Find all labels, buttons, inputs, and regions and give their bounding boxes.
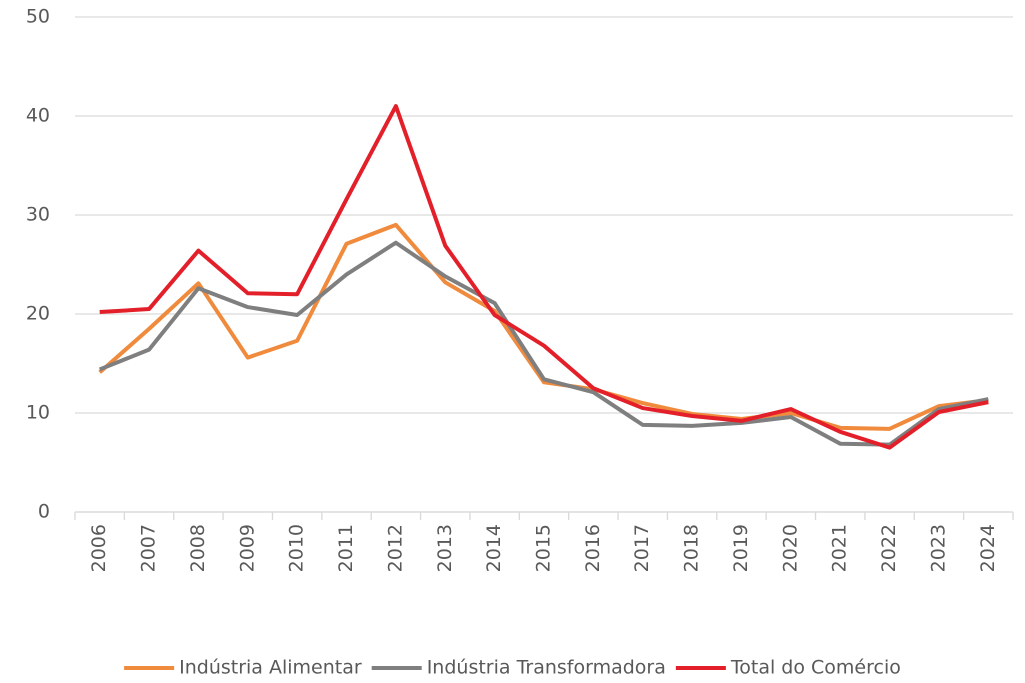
x-tick-label: 2024 [977,524,999,572]
y-tick-label: 0 [38,501,50,523]
series-line [98,222,989,431]
x-tick-label: 2015 [533,524,555,572]
x-tick-label: 2009 [236,524,258,572]
y-tick-label: 30 [26,204,50,226]
x-tick-label: 2008 [187,524,209,572]
series-line [99,104,989,450]
x-tick-label: 2013 [434,524,456,572]
y-tick-label: 50 [26,6,50,28]
y-tick-label: 20 [26,303,50,325]
x-tick-label: 2021 [829,524,851,572]
x-tick-label: 2019 [730,524,752,572]
x-tick-label: 2022 [878,524,900,572]
legend-label: Total do Comércio [730,657,901,679]
legend-label: Indústria Alimentar [179,657,362,679]
y-tick-label: 40 [26,105,50,127]
x-tick-label: 2012 [384,524,406,572]
legend-label: Indústria Transformadora [427,657,666,679]
x-tick-label: 2010 [286,524,308,572]
series-line [98,240,989,447]
x-tick-label: 2018 [681,524,703,572]
x-tick-label: 2007 [138,524,160,572]
x-tick-label: 2017 [631,524,653,572]
y-tick-label: 10 [26,402,50,424]
x-tick-label: 2014 [483,524,505,572]
x-tick-label: 2011 [335,524,357,572]
x-tick-label: 2020 [779,524,801,572]
x-tick-label: 2006 [88,524,110,572]
x-tick-label: 2023 [927,524,949,572]
x-tick-label: 2016 [582,524,604,572]
